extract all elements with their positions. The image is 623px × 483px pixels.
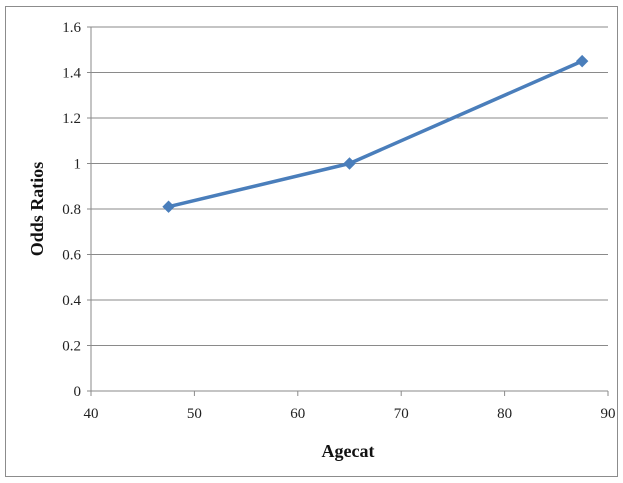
y-tick-label-0.8: 0.8 [62, 202, 81, 218]
x-tick-label-80: 80 [497, 406, 512, 422]
y-tick-label-0.2: 0.2 [62, 339, 81, 355]
data-point-0 [162, 200, 175, 213]
y-tick-label-1.6: 1.6 [62, 20, 81, 36]
x-tick-label-60: 60 [290, 406, 305, 422]
y-tick-label-0.6: 0.6 [62, 248, 81, 264]
y-tick-label-0: 0 [74, 384, 82, 400]
x-tick-label-70: 70 [394, 406, 409, 422]
y-tick-label-1.2: 1.2 [62, 111, 81, 127]
y-axis-title: Odds Ratios [27, 162, 47, 257]
series-line-0 [168, 59, 583, 209]
chart-frame [5, 6, 618, 477]
axes [87, 26, 609, 396]
data-point-1 [343, 157, 356, 170]
gridlines [91, 26, 608, 346]
series [162, 54, 589, 213]
x-tick-label-90: 90 [601, 406, 616, 422]
x-tick-label-40: 40 [84, 406, 99, 422]
data-point-2 [575, 54, 589, 68]
y-tick-label-1.4: 1.4 [62, 66, 81, 82]
x-tick-label-50: 50 [187, 406, 202, 422]
x-axis-title: Agecat [322, 441, 375, 461]
tick-labels: 0 0.2 0.4 0.6 0.8 1 1.2 1.4 1.6 40 50 60 70 80 90 [62, 20, 615, 422]
y-tick-label-1: 1 [74, 157, 82, 173]
y-tick-label-0.4: 0.4 [62, 293, 81, 309]
